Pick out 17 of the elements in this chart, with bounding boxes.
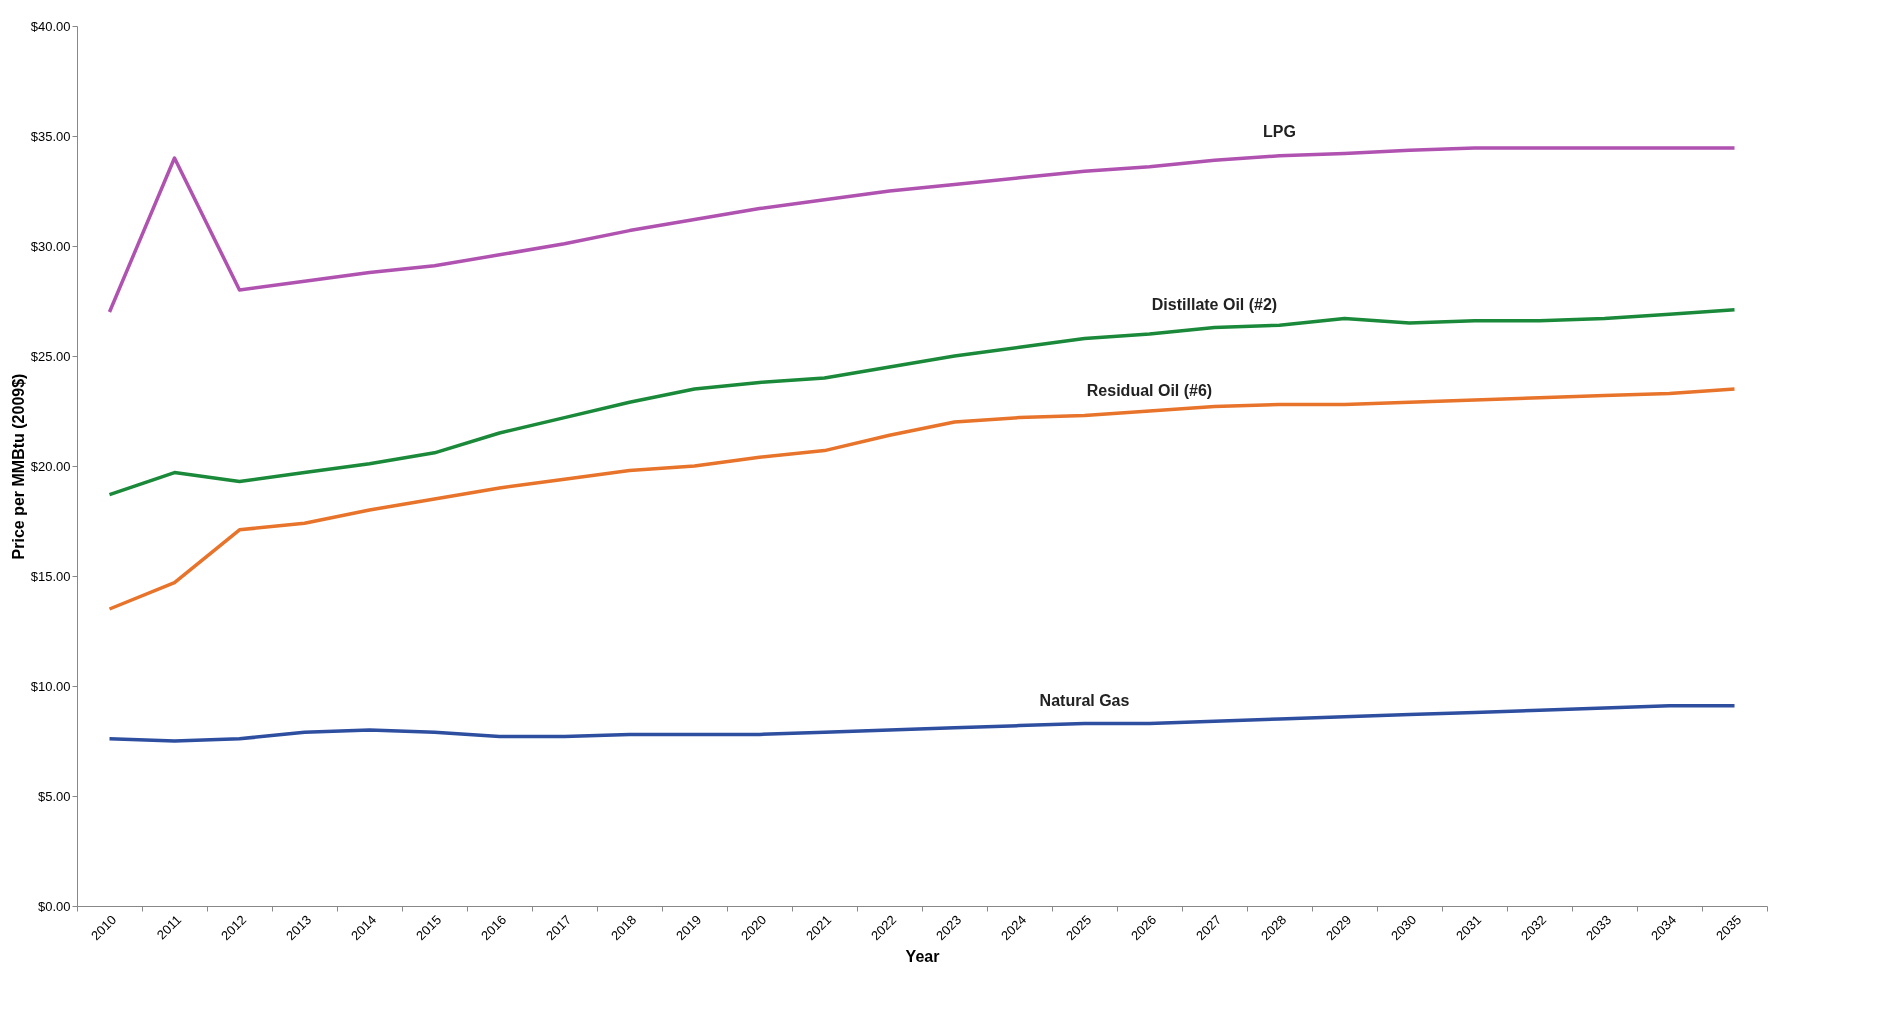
y-tick-label: $15.00 bbox=[30, 568, 71, 584]
y-tick-label: $35.00 bbox=[30, 128, 71, 144]
y-tick-label: $20.00 bbox=[30, 458, 71, 474]
line-series bbox=[107, 704, 1737, 743]
series-label: LPG bbox=[1263, 122, 1296, 140]
line-series bbox=[107, 146, 1737, 314]
y-tick-label: $30.00 bbox=[30, 238, 71, 254]
y-tick-label: $10.00 bbox=[30, 678, 71, 694]
series-label: Natural Gas bbox=[1039, 692, 1130, 710]
series-label: Distillate Oil (#2) bbox=[1151, 296, 1278, 314]
y-axis-title: Price per MMBtu (2009$) bbox=[9, 373, 27, 560]
y-tick-label: $0.00 bbox=[37, 898, 71, 914]
y-tick-label: $40.00 bbox=[30, 18, 71, 34]
y-tick-label: $25.00 bbox=[30, 348, 71, 364]
y-tick-label: $5.00 bbox=[37, 788, 71, 804]
series-label: Residual Oil (#6) bbox=[1086, 382, 1213, 399]
x-axis-title: Year bbox=[905, 948, 940, 966]
